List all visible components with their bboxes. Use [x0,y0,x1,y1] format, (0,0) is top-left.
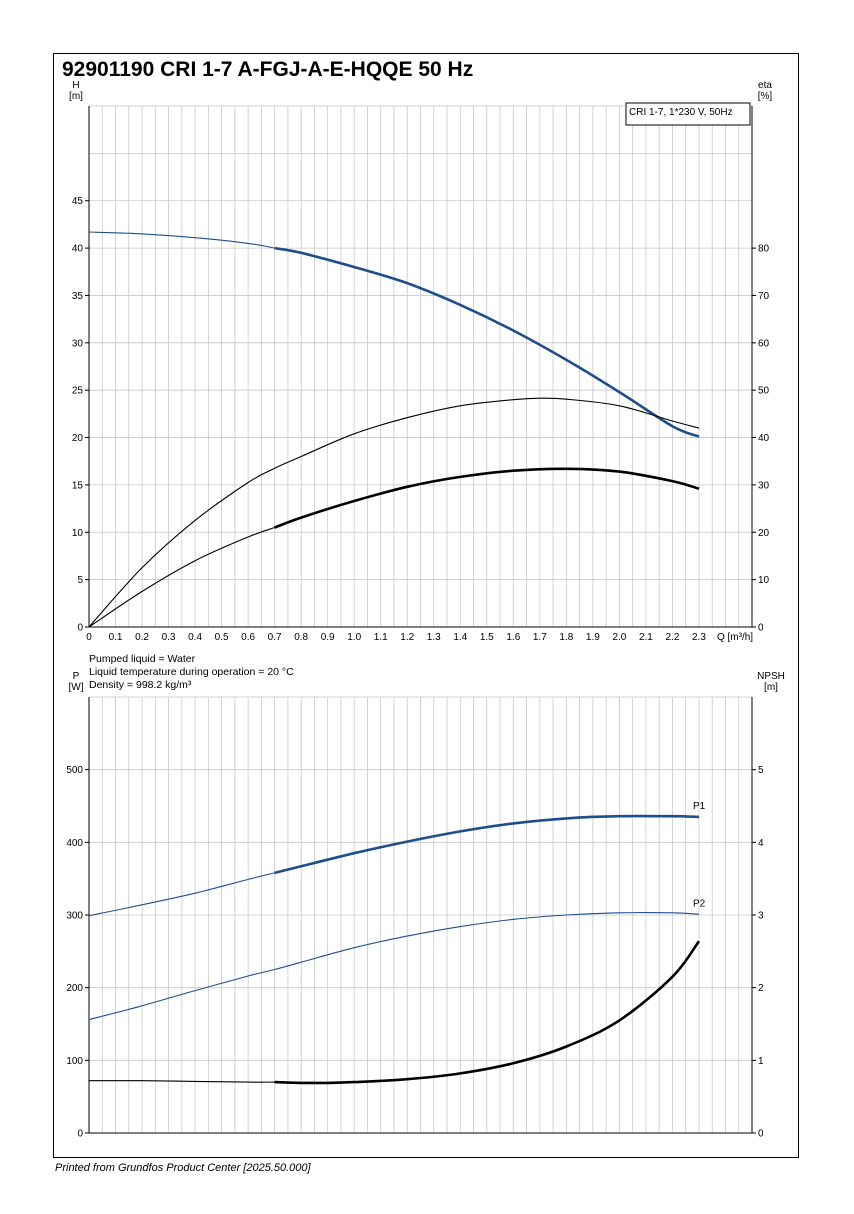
x-tick-label: 2.3 [692,632,706,643]
x-tick-label: 2.2 [665,632,679,643]
y-left-tick-label: 30 [72,338,84,349]
y-left-tick-label: 40 [72,244,84,255]
y-left-axis-label: P [73,671,80,682]
y-right-tick-label: 70 [758,291,770,302]
x-tick-label: 2.0 [612,632,626,643]
series-3-curve-bold [274,940,701,1085]
y-right-tick-label: 10 [758,575,770,586]
y-left-tick-label: 10 [72,528,84,539]
x-tick-label: 0.1 [109,632,123,643]
y-left-axis-unit: [m] [69,91,83,102]
x-tick-label: 1.6 [506,632,520,643]
y-right-tick-label: 1 [758,1056,764,1067]
y-left-axis-unit: [W] [69,682,84,693]
y-left-tick-label: 20 [72,433,84,444]
series-1-curve-bold [274,246,700,438]
x-tick-label: 1.3 [427,632,441,643]
x-tick-label: 1.2 [400,632,414,643]
y-left-axis-label: H [72,80,79,91]
y-right-tick-label: 40 [758,433,770,444]
y-right-tick-label: 80 [758,244,770,255]
x-tick-label: 2.1 [639,632,653,643]
printed-from-footer: Printed from Grundfos Product Center [20… [55,1162,311,1174]
y-right-tick-label: 50 [758,386,770,397]
p1-curve-bold [274,814,700,875]
x-tick-label: 0.6 [241,632,255,643]
x-tick-label: 0.5 [215,632,229,643]
y-right-tick-label: 4 [758,838,764,849]
x-tick-label: 1.5 [480,632,494,643]
y-left-tick-label: 100 [66,1056,83,1067]
p2-curve-thin [88,912,700,1021]
p1-curve-thin [88,872,275,917]
y-right-tick-label: 3 [758,911,764,922]
series-2-curve-thin [88,397,700,628]
y-left-tick-label: 0 [77,623,83,634]
series-3-curve-bold [274,467,700,529]
y-right-tick-label: 5 [758,765,764,776]
head-efficiency-chart: 0 5 10 15 20 25 30 35 40 45 0 10 20 30 40 50 60 70 80 H[m] e… [69,80,772,643]
x-tick-label: 1.0 [347,632,361,643]
x-tick-label: 0.7 [268,632,282,643]
series-3-curve-thin [88,1080,275,1083]
y-right-axis-label: NPSH [757,671,785,682]
series-3-curve-thin [88,526,275,628]
page-title: 92901190 CRI 1-7 A-FGJ-A-E-HQQE 50 Hz [62,58,474,81]
y-right-tick-label: 60 [758,338,770,349]
y-right-tick-label: 0 [758,623,764,634]
x-tick-label: 1.4 [453,632,467,643]
y-left-tick-label: 25 [72,386,84,397]
y-left-tick-label: 45 [72,196,84,207]
x-tick-label: 0.4 [188,632,202,643]
legend-box [625,102,751,126]
power-npsh-chart: 0 100 200 300 400 500 0 1 2 3 4 5 P[W] NPSH[m] P1 P2 [66,671,785,1140]
y-left-tick-label: 15 [72,480,84,491]
y-right-axis-label: eta [758,80,772,91]
x-tick-label: 0.3 [162,632,176,643]
y-right-axis-unit: [m] [764,682,778,693]
y-left-tick-label: 400 [66,838,83,849]
y-left-tick-label: 300 [66,911,83,922]
y-right-axis-unit: [%] [758,91,773,102]
y-left-tick-label: 500 [66,765,83,776]
y-left-tick-label: 35 [72,291,84,302]
series-label-p2: P2 [693,898,706,909]
series-1-curve-thin [88,231,275,249]
legend-text: CRI 1-7, 1*230 V, 50Hz [629,107,733,118]
x-tick-label: 0.2 [135,632,149,643]
chart-frame [53,53,799,1158]
density-note: Density = 998.2 kg/m³ [89,679,192,691]
series-label-p1: P1 [693,801,706,812]
y-left-tick-label: 200 [66,983,83,994]
x-tick-label: 1.8 [559,632,573,643]
y-left-tick-label: 5 [77,575,83,586]
pumped-liquid-note: Pumped liquid = Water [89,653,196,665]
x-tick-label: 0.8 [294,632,308,643]
y-left-tick-label: 0 [77,1129,83,1140]
x-tick-label: 0.9 [321,632,335,643]
x-tick-label: 1.7 [533,632,547,643]
x-tick-label: 1.9 [586,632,600,643]
x-axis-label: Q [m³/h] [717,632,753,643]
x-tick-label: 0 [86,632,92,643]
liquid-temperature-note: Liquid temperature during operation = 20… [89,666,294,678]
y-right-tick-label: 20 [758,528,770,539]
y-right-tick-label: 30 [758,480,770,491]
x-tick-label: 1.1 [374,632,388,643]
y-right-tick-label: 2 [758,983,764,994]
y-right-tick-label: 0 [758,1129,764,1140]
